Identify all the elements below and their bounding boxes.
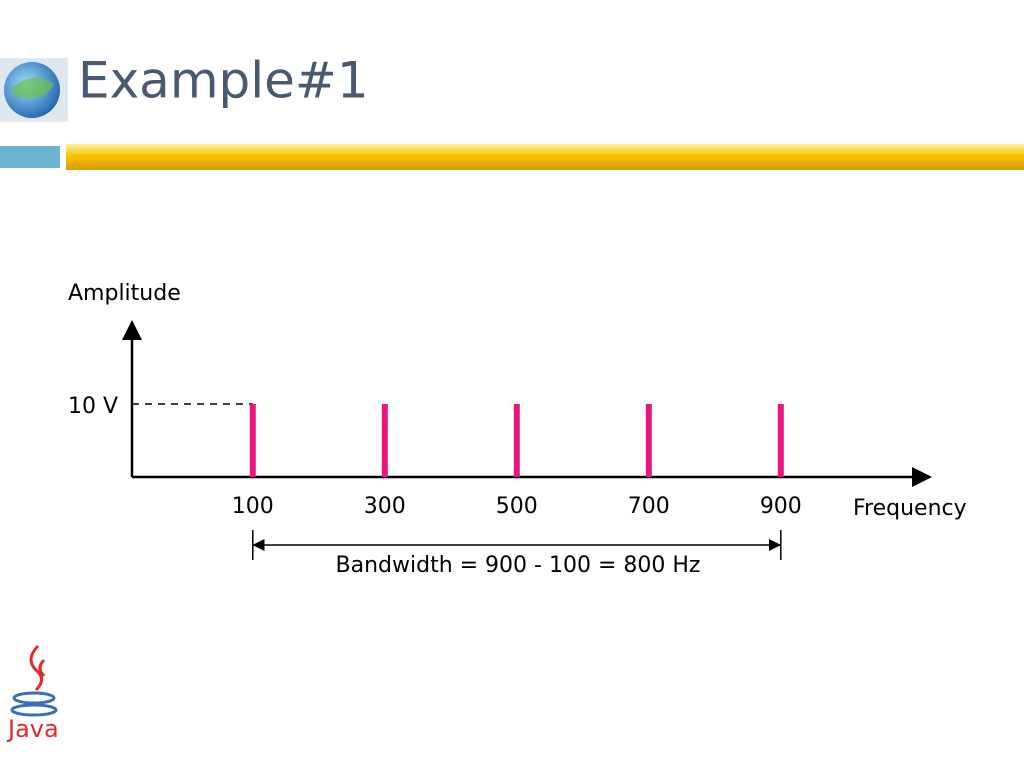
y-axis-label: Amplitude — [68, 281, 181, 306]
title-bar — [66, 144, 1024, 170]
logo — [0, 58, 68, 122]
x-axis-label: Frequency — [853, 496, 967, 521]
spectrum-line — [381, 404, 388, 477]
x-tick-label: 300 — [364, 494, 406, 519]
spectrum-line — [777, 404, 784, 477]
spectrum-line — [249, 404, 256, 477]
java-logo: Java — [6, 644, 59, 743]
x-tick-label: 900 — [760, 494, 802, 519]
accent-bar — [0, 146, 60, 168]
logo-text: Java — [6, 715, 59, 743]
slide-title: Example#1 — [78, 52, 369, 110]
x-tick-label: 500 — [496, 494, 538, 519]
x-tick-label: 100 — [232, 494, 274, 519]
spectrum-line — [513, 404, 520, 477]
y-tick-label: 10 V — [68, 394, 118, 419]
x-tick-label: 700 — [628, 494, 670, 519]
spectrum-line — [645, 404, 652, 477]
annotation: Bandwidth = 900 - 100 = 800 Hz — [336, 553, 701, 578]
